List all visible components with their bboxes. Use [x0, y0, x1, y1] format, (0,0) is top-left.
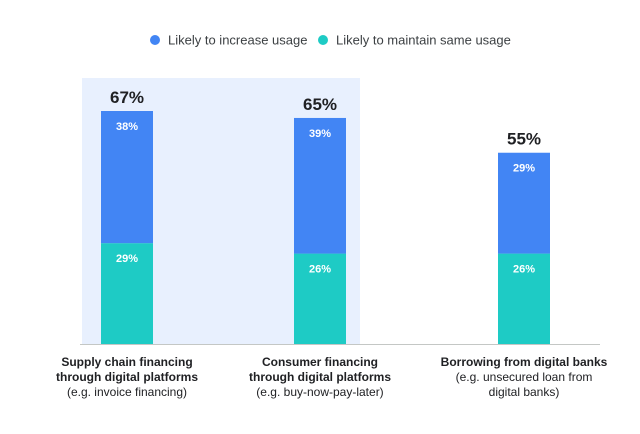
bar-segment-increase — [101, 111, 153, 244]
category-label-line: through digital platforms — [249, 370, 391, 384]
category-label-line: Supply chain financing — [61, 355, 192, 369]
segment-label: 26% — [513, 264, 535, 276]
category-label-line: through digital platforms — [56, 370, 198, 384]
category-label-line: (e.g. unsecured loan from — [456, 370, 593, 384]
legend-marker — [318, 35, 328, 45]
legend-label: Likely to maintain same usage — [336, 33, 511, 48]
category-label-line: (e.g. invoice financing) — [67, 385, 187, 399]
bar-segment-increase — [498, 152, 550, 254]
segment-label: 29% — [116, 253, 138, 265]
category-label-line: (e.g. buy-now-pay-later) — [256, 385, 383, 399]
segment-label: 29% — [513, 163, 535, 175]
category-label-line: Borrowing from digital banks — [441, 355, 608, 369]
bar-segment-maintain — [498, 253, 550, 344]
total-label: 55% — [507, 130, 541, 149]
legend-marker — [150, 35, 160, 45]
legend-label: Likely to increase usage — [168, 33, 307, 48]
bar-segment-maintain — [294, 253, 346, 344]
segment-label: 26% — [309, 264, 331, 276]
category-label-line: digital banks) — [489, 385, 560, 399]
category-label-line: Consumer financing — [262, 355, 378, 369]
bar-segment-maintain — [101, 243, 153, 344]
segment-label: 39% — [309, 128, 331, 140]
segment-label: 38% — [116, 121, 138, 133]
total-label: 67% — [110, 88, 144, 107]
total-label: 65% — [303, 95, 337, 114]
bar-segment-increase — [294, 117, 346, 254]
